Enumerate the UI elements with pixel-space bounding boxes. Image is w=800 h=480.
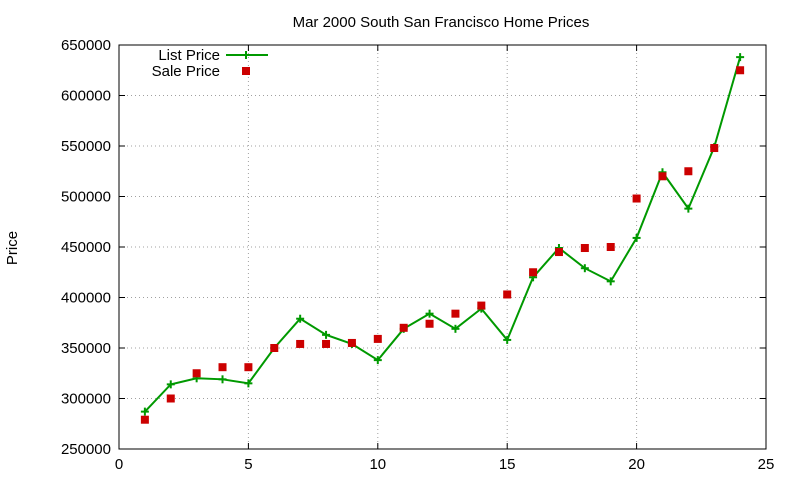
sale-price-point [736, 66, 745, 75]
list-price-point [425, 309, 434, 318]
sale-price-point [192, 369, 201, 378]
sale-price-point [166, 394, 175, 403]
axis-ticks: 0 5 10 15 20 25 250000 300000 350000 400000 450000… [61, 37, 774, 473]
sale-price-point [347, 338, 356, 347]
sale-price-point [684, 167, 693, 176]
legend-square-marker [242, 67, 250, 75]
y-axis-label: Price [4, 231, 21, 265]
list-price-point [373, 356, 382, 365]
list-price-point [296, 314, 305, 323]
x-tick-label: 20 [628, 456, 645, 473]
series-layer [140, 53, 745, 424]
sale-price-point [658, 172, 667, 181]
sale-price-point [710, 144, 719, 153]
y-tick-label: 500000 [61, 189, 111, 206]
sale-price-point [296, 339, 305, 348]
legend-label: Sale Price [152, 63, 220, 80]
list-price-point [166, 380, 175, 389]
sale-price-point [322, 339, 331, 348]
list-price-point [503, 335, 512, 344]
y-tick-label: 450000 [61, 239, 111, 256]
list-price-point [218, 375, 227, 384]
legend-label: List Price [158, 47, 220, 64]
y-tick-label: 250000 [61, 441, 111, 458]
y-tick-label: 300000 [61, 391, 111, 408]
x-tick-label: 15 [499, 456, 516, 473]
x-tick-label: 5 [244, 456, 252, 473]
y-tick-label: 550000 [61, 138, 111, 155]
y-tick-label: 650000 [61, 37, 111, 54]
sale-price-point [425, 319, 434, 328]
x-tick-label: 10 [369, 456, 386, 473]
sale-price-point [244, 363, 253, 372]
list-price-point [140, 407, 149, 416]
plot-frame [118, 44, 767, 450]
sale-price-point [218, 363, 227, 372]
legend-plus-marker [242, 51, 250, 59]
list-price-point [322, 330, 331, 339]
list-price-point [451, 324, 460, 333]
sale-price-point [529, 268, 538, 277]
list-price-point [244, 379, 253, 388]
x-tick-label: 25 [758, 456, 775, 473]
list-price-point [606, 277, 615, 286]
list-price-line [144, 56, 742, 413]
chart-title: Mar 2000 South San Francisco Home Prices [293, 14, 590, 31]
y-tick-label: 400000 [61, 290, 111, 307]
sale-price-point [606, 243, 615, 251]
grid-lines [119, 45, 766, 449]
x-tick-label: 0 [115, 456, 123, 473]
sale-price-point [270, 344, 279, 352]
y-tick-label: 600000 [61, 88, 111, 105]
list-price-point [684, 204, 693, 213]
list-price-point [632, 233, 641, 242]
list-price-point [736, 53, 745, 62]
y-tick-label: 350000 [61, 340, 111, 357]
sale-price-point [503, 290, 512, 299]
sale-price-point [451, 309, 460, 318]
sale-price-point [399, 323, 408, 332]
sale-price-point [373, 334, 382, 343]
list-price-point [580, 264, 589, 273]
sale-price-point [477, 301, 486, 310]
sale-price-point [580, 244, 589, 253]
sale-price-point [554, 248, 563, 257]
sale-price-point [632, 194, 641, 203]
sale-price-point [140, 415, 149, 424]
